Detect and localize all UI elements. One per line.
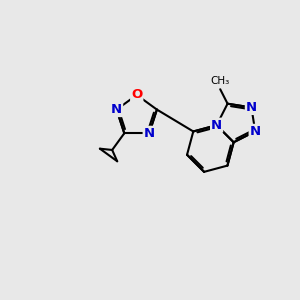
Text: O: O xyxy=(131,88,142,101)
Text: N: N xyxy=(144,127,155,140)
Text: N: N xyxy=(211,119,222,132)
Text: N: N xyxy=(250,125,261,138)
Text: N: N xyxy=(111,103,122,116)
Text: CH₃: CH₃ xyxy=(211,76,230,86)
Text: N: N xyxy=(246,101,257,114)
